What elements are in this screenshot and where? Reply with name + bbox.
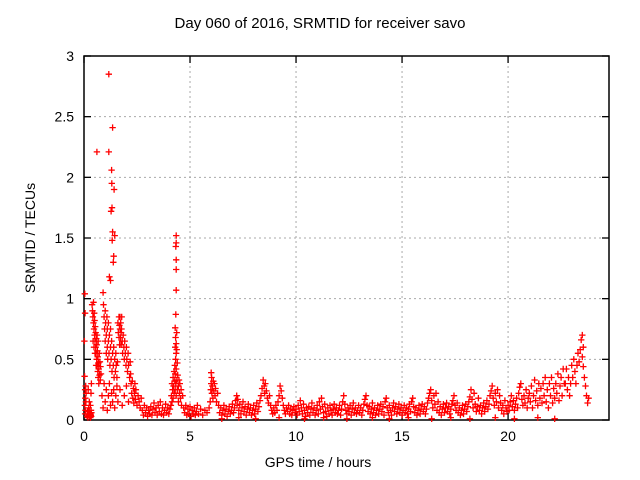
y-tick-label: 1 xyxy=(66,291,74,307)
y-tick-label: 1.5 xyxy=(55,230,75,246)
y-tick-label: 3 xyxy=(66,48,74,64)
x-tick-label: 10 xyxy=(288,428,304,444)
x-tick-label: 20 xyxy=(500,428,516,444)
chart-title: Day 060 of 2016, SRMTID for receiver sav… xyxy=(174,15,466,32)
data-point-markers xyxy=(81,71,592,422)
x-axis-label: GPS time / hours xyxy=(264,454,372,470)
x-tick-label: 0 xyxy=(80,428,88,444)
y-tick-label: 2.5 xyxy=(55,109,75,125)
y-tick-label: 2 xyxy=(66,169,74,185)
x-tick-label: 15 xyxy=(394,428,410,444)
y-tick-label: 0 xyxy=(66,412,74,428)
x-tick-label: 5 xyxy=(186,428,194,444)
y-tick-label: 0.5 xyxy=(55,351,75,367)
